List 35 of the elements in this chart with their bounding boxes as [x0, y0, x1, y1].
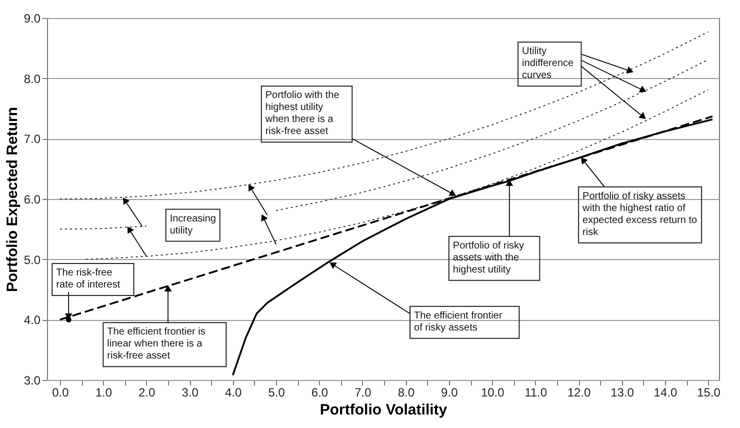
x-tick-label: 2.0	[138, 386, 156, 400]
annotation: The risk-free rate of interest	[56, 268, 120, 291]
x-tick-label: 6.0	[311, 386, 328, 400]
x-tick-label: 14.0	[654, 386, 678, 400]
y-tick-label: 8.0	[24, 72, 41, 86]
annotation: The efficient frontier is linear when there is a risk-free asset	[107, 326, 206, 362]
y-tick-label: 6.0	[24, 192, 41, 206]
x-tick-label: 4.0	[224, 386, 242, 400]
y-tick-label: 9.0	[24, 12, 41, 26]
line-series	[59, 31, 709, 200]
y-axis-title: Portfolio Expected Return	[4, 106, 21, 292]
annotation: Utility indifference curves	[522, 46, 574, 82]
x-tick-label: 12.0	[567, 386, 592, 400]
x-tick-label: 1.0	[95, 386, 112, 400]
annotation: Portfolio of risky assets with the highest ratio of expected excess return to risk	[582, 190, 698, 238]
x-tick-label: 3.0	[182, 386, 199, 400]
annotation: Increasing utility	[170, 213, 216, 236]
y-tick-label: 3.0	[24, 374, 41, 388]
y-tick-label: 4.0	[24, 313, 41, 328]
y-tick-label: 5.0	[24, 252, 41, 267]
x-tick-label: 5.0	[268, 386, 286, 400]
annotation: Portfolio of risky assets with the highest utility	[452, 240, 524, 276]
x-tick-label: 8.0	[398, 386, 415, 400]
annotation: Portfolio with the highest utility when there is a risk-free asset	[264, 90, 340, 138]
x-tick-label: 7.0	[354, 386, 372, 400]
line-series	[85, 89, 709, 260]
x-tick-label: 10.0	[480, 386, 505, 400]
x-tick-label: 0.0	[52, 386, 70, 400]
x-tick-label: 9.0	[441, 386, 458, 400]
y-tick-label: 7.0	[24, 132, 41, 146]
x-tick-label: 15.0	[697, 386, 721, 400]
x-tick-label: 11.0	[524, 386, 548, 400]
x-tick-label: 13.0	[610, 386, 634, 400]
x-axis-title: Portfolio Volatility	[320, 402, 448, 418]
annotation: The efficient frontier of risky assets	[414, 310, 503, 334]
